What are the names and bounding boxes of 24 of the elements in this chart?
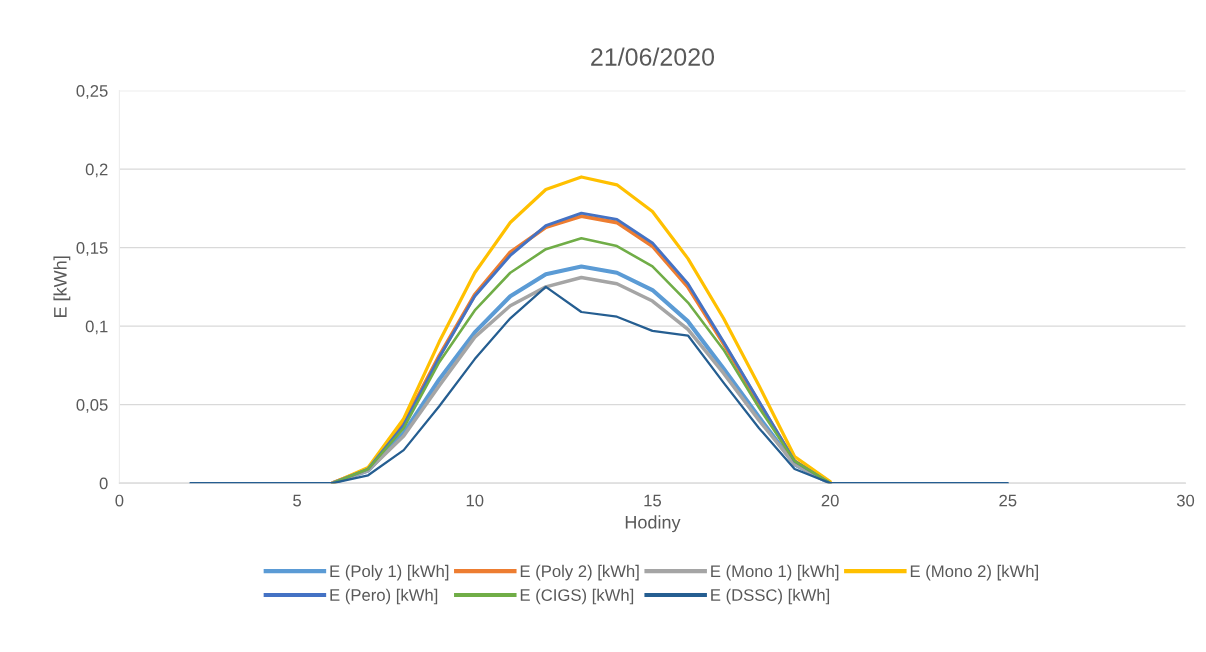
chart-title: 21/06/2020 xyxy=(591,47,715,66)
legend-label: E (DSSC) [kWh] xyxy=(711,588,830,605)
x-tick-label: 25 xyxy=(999,494,1017,507)
x-tick-label: 30 xyxy=(1176,494,1195,507)
x-tick-label: 20 xyxy=(821,494,839,507)
x-tick-label: 10 xyxy=(466,494,484,507)
x-tick-label: 5 xyxy=(293,494,302,507)
legend-label: E (Mono 1) [kWh] xyxy=(711,564,839,581)
x-axis-title: Hodiny xyxy=(625,515,681,533)
legend-label: E (Poly 2) [kWh] xyxy=(520,564,639,581)
legend-label: E (Mono 2) [kWh] xyxy=(910,564,1038,581)
y-tick-label: 0,25 xyxy=(76,85,108,99)
line-series xyxy=(189,285,1009,484)
y-tick-label: 0,1 xyxy=(85,320,108,335)
x-tick-label: 15 xyxy=(644,494,662,507)
y-tick-label: 0,15 xyxy=(76,242,108,256)
y-tick-label: 0,2 xyxy=(85,163,108,178)
legend-label: E (CIGS) [kWh] xyxy=(520,588,634,605)
legend-label: E (Pero) [kWh] xyxy=(330,588,438,605)
y-tick-label: 0 xyxy=(99,477,108,490)
legend-label: E (Poly 1) [kWh] xyxy=(330,564,449,581)
x-tick-label: 0 xyxy=(115,494,124,507)
y-axis-title: E [kWh] xyxy=(53,256,71,317)
y-tick-label: 0,05 xyxy=(76,399,108,413)
